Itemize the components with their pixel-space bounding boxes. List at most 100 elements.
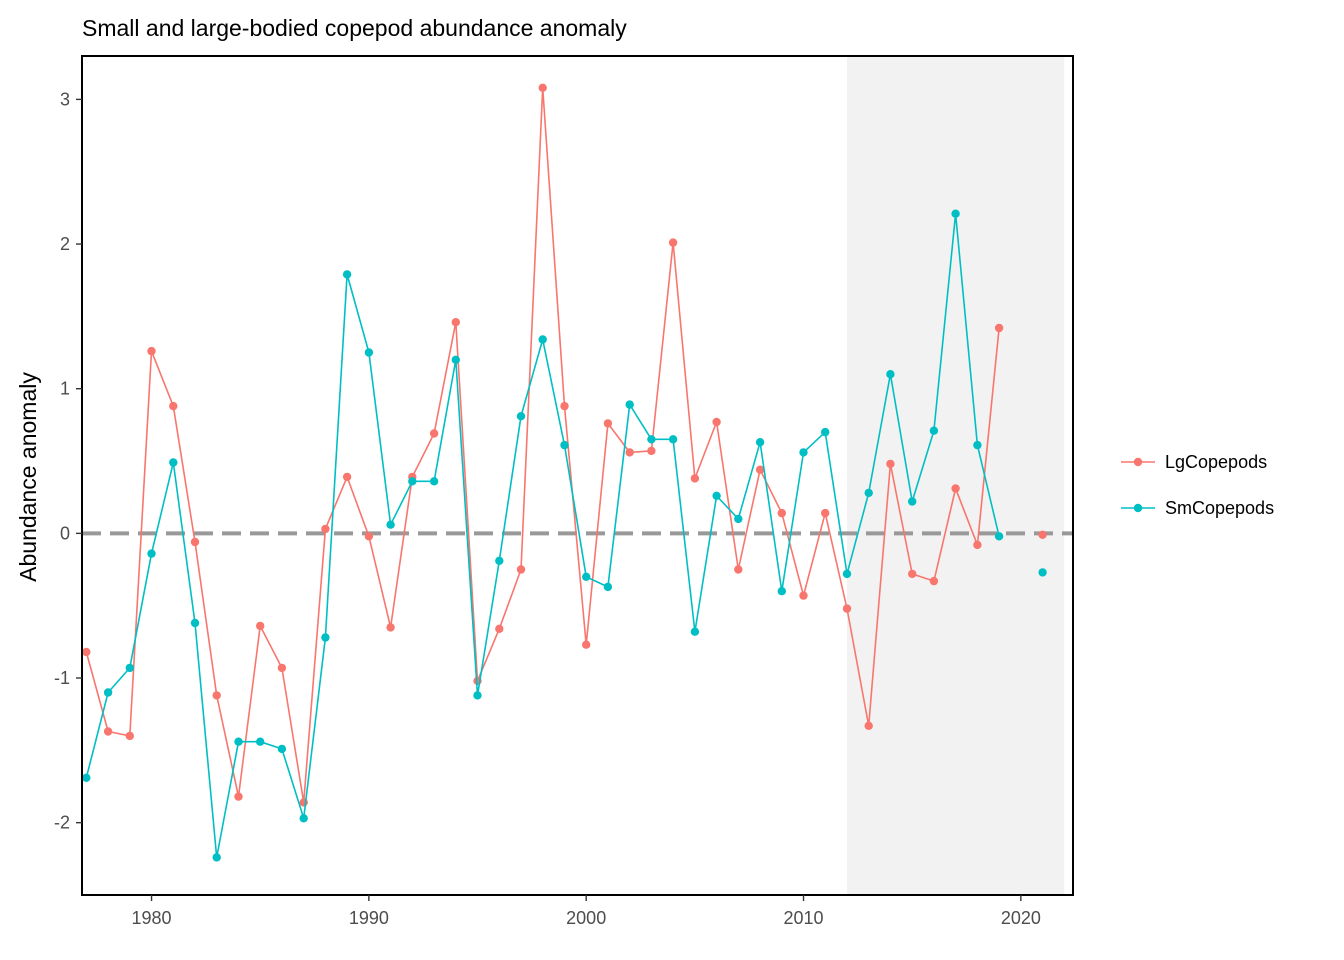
- y-axis: -2 -1 0 1 2 3: [54, 89, 82, 833]
- data-point-SmCopepods-2005: [690, 627, 700, 636]
- data-point-LgCopepods-1984: [234, 792, 243, 801]
- data-point-SmCopepods-1978: [103, 688, 113, 697]
- data-point-LgCopepods-2000: [582, 640, 591, 649]
- data-point-SmCopepods-1997: [516, 412, 526, 421]
- data-point-SmCopepods-1981: [169, 458, 178, 467]
- data-point-SmCopepods-1999: [560, 440, 569, 450]
- y-tick-label-3: 3: [60, 89, 70, 109]
- data-point-SmCopepods-1989: [342, 270, 352, 279]
- data-point-SmCopepods-1979: [125, 663, 134, 673]
- data-point-SmCopepods-2014: [886, 370, 895, 379]
- data-point-LgCopepods-1986: [277, 663, 287, 673]
- data-point-SmCopepods-1995: [473, 691, 482, 700]
- data-point-SmCopepods-2002: [625, 400, 634, 409]
- data-point-SmCopepods-1998: [538, 335, 547, 344]
- chart-title: Small and large-bodied copepod abundance…: [82, 15, 627, 41]
- data-point-LgCopepods-2004: [668, 238, 678, 247]
- data-point-SmCopepods-2006: [712, 491, 721, 500]
- data-point-LgCopepods-1990: [364, 532, 374, 541]
- data-point-LgCopepods-2015: [908, 569, 917, 579]
- data-point-LgCopepods-1989: [342, 472, 352, 482]
- x-tick-label-2020: 2020: [1001, 908, 1041, 928]
- data-point-LgCopepods-2014: [886, 459, 895, 469]
- legend-key-point-LgCopepods: [1133, 457, 1143, 467]
- data-point-LgCopepods-1994: [451, 318, 460, 327]
- data-point-SmCopepods-2018: [973, 440, 982, 450]
- data-point-SmCopepods-1982: [190, 618, 200, 628]
- plot-panel: [81, 55, 1074, 896]
- data-point-SmCopepods-2001: [603, 582, 613, 592]
- data-point-SmCopepods-2003: [647, 435, 656, 444]
- data-point-SmCopepods-2010: [799, 448, 808, 457]
- data-point-LgCopepods-1999: [560, 401, 569, 411]
- data-point-LgCopepods-2008: [755, 465, 765, 474]
- data-point-LgCopepods-2005: [690, 474, 700, 483]
- data-point-LgCopepods-2007: [734, 565, 743, 574]
- data-point-LgCopepods-2006: [712, 417, 721, 427]
- legend-label-SmCopepods: SmCopepods: [1165, 498, 1274, 518]
- data-point-LgCopepods-2001: [603, 419, 613, 428]
- y-axis-label: Abundance anomaly: [15, 372, 41, 582]
- data-point-LgCopepods-2011: [821, 508, 830, 518]
- data-point-SmCopepods-1980: [147, 549, 156, 558]
- data-point-LgCopepods-1978: [103, 727, 113, 736]
- y-tick-label--1: -1: [54, 668, 70, 688]
- data-point-SmCopepods-1991: [386, 520, 395, 529]
- data-point-LgCopepods-1993: [429, 429, 439, 438]
- data-point-SmCopepods-2008: [755, 438, 765, 447]
- data-point-LgCopepods-2010: [799, 591, 808, 600]
- data-point-SmCopepods-2004: [668, 435, 678, 444]
- data-point-SmCopepods-2017: [951, 209, 960, 218]
- legend-item-SmCopepods: SmCopepods: [1121, 498, 1274, 518]
- data-point-LgCopepods-1981: [169, 401, 178, 411]
- data-point-SmCopepods-1990: [364, 348, 374, 357]
- data-point-SmCopepods-1992: [408, 477, 417, 486]
- data-point-LgCopepods-2009: [777, 508, 786, 518]
- data-point-LgCopepods-1997: [516, 565, 526, 574]
- data-point-LgCopepods-2019: [994, 323, 1004, 333]
- data-point-SmCopepods-2019: [994, 532, 1004, 541]
- data-point-LgCopepods-1996: [495, 624, 504, 633]
- x-tick-label-2000: 2000: [566, 908, 606, 928]
- data-point-LgCopepods-2012: [842, 604, 852, 613]
- data-point-SmCopepods-1984: [234, 737, 243, 746]
- legend-key-point-SmCopepods: [1133, 503, 1143, 513]
- x-tick-label-1990: 1990: [349, 908, 389, 928]
- data-point-SmCopepods-1985: [256, 737, 265, 746]
- shaded-region: [846, 56, 1065, 895]
- panel-border: [81, 55, 1074, 896]
- data-point-SmCopepods-2021: [1038, 568, 1047, 577]
- legend: LgCopepods SmCopepods: [1121, 452, 1274, 518]
- data-point-LgCopepods-1988: [321, 524, 330, 534]
- data-point-LgCopepods-2018: [973, 540, 982, 550]
- x-axis: 1980 1990 2000 2010 2020: [132, 895, 1041, 928]
- data-point-LgCopepods-1980: [147, 346, 156, 356]
- series-LgCopepods: [82, 83, 1047, 807]
- y-tick-label-1: 1: [60, 379, 70, 399]
- data-point-SmCopepods-1983: [212, 853, 221, 862]
- data-point-LgCopepods-2021: [1038, 530, 1047, 539]
- data-point-SmCopepods-1994: [451, 355, 460, 364]
- x-tick-label-2010: 2010: [783, 908, 823, 928]
- data-point-SmCopepods-1977: [82, 773, 91, 782]
- data-point-LgCopepods-1982: [190, 537, 200, 547]
- data-point-SmCopepods-1987: [299, 814, 308, 823]
- x-tick-label-1980: 1980: [132, 908, 172, 928]
- data-point-SmCopepods-1988: [321, 633, 330, 642]
- data-point-LgCopepods-2017: [951, 484, 960, 493]
- data-point-LgCopepods-1985: [256, 621, 265, 631]
- data-point-SmCopepods-2012: [842, 569, 852, 579]
- data-point-LgCopepods-2003: [647, 446, 656, 456]
- y-tick-label--2: -2: [54, 813, 70, 833]
- y-tick-label-2: 2: [60, 234, 70, 254]
- data-point-SmCopepods-2013: [864, 488, 873, 498]
- data-point-LgCopepods-2002: [625, 448, 634, 457]
- series-layer: [82, 83, 1047, 862]
- legend-label-LgCopepods: LgCopepods: [1165, 452, 1267, 472]
- data-point-LgCopepods-1983: [212, 691, 221, 700]
- data-point-SmCopepods-2011: [821, 427, 830, 437]
- data-point-SmCopepods-1993: [429, 477, 439, 486]
- data-point-LgCopepods-2013: [864, 721, 873, 730]
- y-tick-label-0: 0: [60, 523, 70, 543]
